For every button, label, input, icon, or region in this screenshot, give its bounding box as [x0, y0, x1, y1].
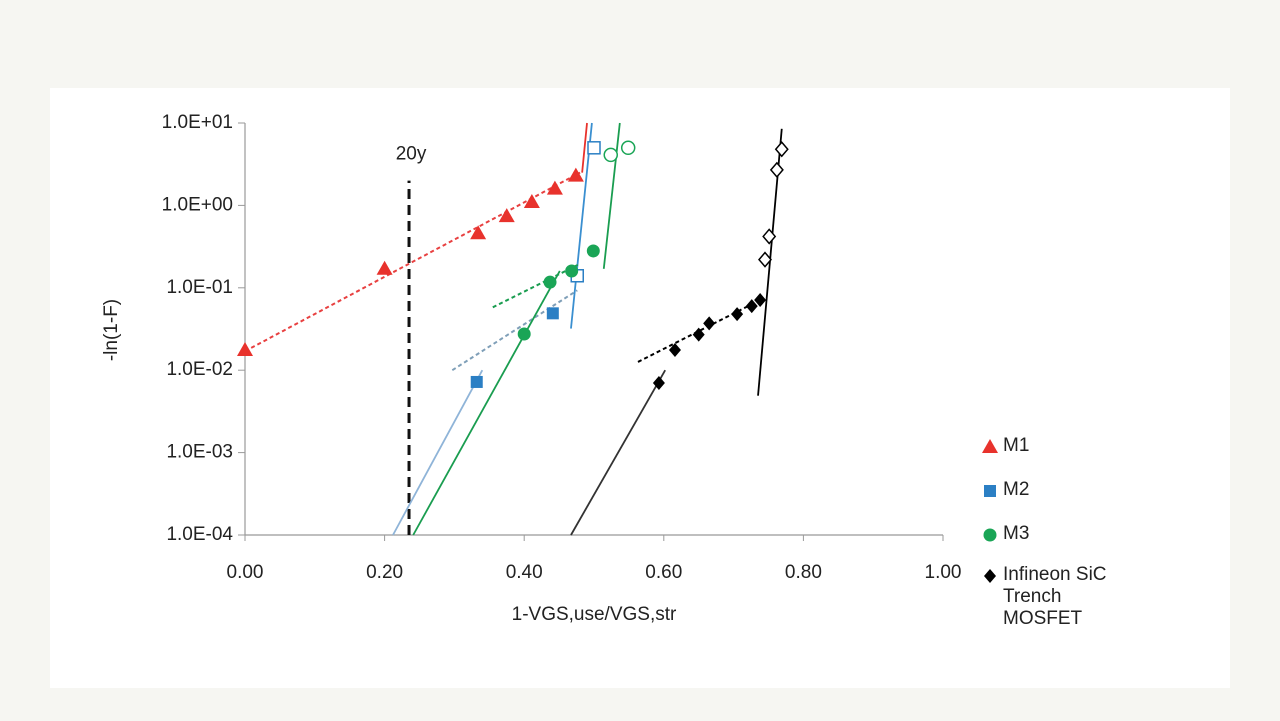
marker-circle — [586, 244, 600, 258]
x-tick-label: 0.60 — [645, 562, 682, 583]
marker-circle — [603, 147, 619, 163]
marker-diamond — [774, 141, 789, 158]
y-tick-label: 1.0E-01 — [166, 277, 233, 298]
marker-diamond — [731, 307, 744, 322]
legend-label: M3 — [1003, 523, 1030, 544]
fit-line — [602, 122, 621, 269]
marker-triangle — [237, 341, 253, 356]
legend-marker — [984, 485, 996, 497]
marker-diamond — [703, 316, 716, 331]
x-axis-label: 1-VGS,use/VGS,str — [512, 604, 677, 625]
marker-diamond — [758, 251, 772, 268]
marker-diamond — [762, 228, 777, 245]
marker-diamond — [769, 161, 784, 179]
marker-triangle — [470, 225, 487, 240]
x-tick-label: 0.20 — [366, 562, 403, 583]
marker-circle — [543, 275, 557, 289]
y-tick-label: 1.0E-04 — [166, 524, 233, 545]
x-tick-label: 0.40 — [506, 562, 543, 583]
y-tick-label: 1.0E-02 — [166, 359, 233, 380]
annotation-label: 20y — [396, 144, 427, 165]
fit-line — [570, 122, 593, 329]
legend-marker — [984, 569, 996, 583]
fit-line — [581, 122, 588, 173]
y-tick-label: 1.0E+00 — [162, 194, 233, 215]
marker-diamond — [652, 375, 665, 390]
marker-triangle — [498, 208, 515, 223]
y-tick-label: 1.0E-03 — [166, 442, 233, 463]
legend-label: M2 — [1003, 479, 1030, 500]
marker-diamond — [668, 342, 681, 357]
marker-square — [470, 375, 483, 388]
fit-line — [570, 369, 666, 536]
fit-line — [392, 369, 484, 536]
marker-diamond — [745, 299, 758, 314]
legend-label: Infineon SiC Trench MOSFET — [1003, 564, 1107, 629]
fit-line — [412, 270, 561, 536]
fit-line — [244, 171, 581, 353]
marker-circle — [517, 327, 531, 341]
marker-diamond — [754, 293, 767, 308]
x-tick-label: 1.00 — [925, 562, 962, 583]
marker-diamond — [692, 327, 705, 342]
fit-line — [492, 263, 579, 309]
marker-triangle — [546, 180, 563, 195]
legend-marker — [983, 528, 997, 542]
legend-label: M1 — [1003, 435, 1030, 456]
marker-square — [587, 141, 601, 155]
marker-square — [546, 307, 559, 320]
x-tick-label: 0.80 — [785, 562, 822, 583]
x-tick-label: 0.00 — [227, 562, 264, 583]
y-axis-label: -ln(1-F) — [101, 299, 122, 361]
panel — [50, 88, 1230, 688]
marker-circle — [620, 140, 636, 156]
y-tick-label: 1.0E+01 — [162, 112, 233, 133]
marker-triangle — [376, 260, 393, 275]
marker-triangle — [523, 193, 540, 208]
fit-line — [451, 289, 578, 372]
marker-circle — [565, 264, 579, 278]
marker-triangle — [567, 167, 584, 182]
legend-marker — [982, 439, 998, 453]
